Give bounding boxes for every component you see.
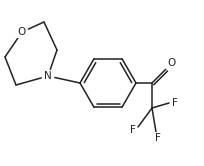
Text: F: F xyxy=(130,125,136,135)
Text: F: F xyxy=(155,133,161,143)
Text: N: N xyxy=(44,71,52,81)
Text: O: O xyxy=(167,58,175,68)
Text: O: O xyxy=(18,27,26,37)
Text: F: F xyxy=(172,98,178,108)
